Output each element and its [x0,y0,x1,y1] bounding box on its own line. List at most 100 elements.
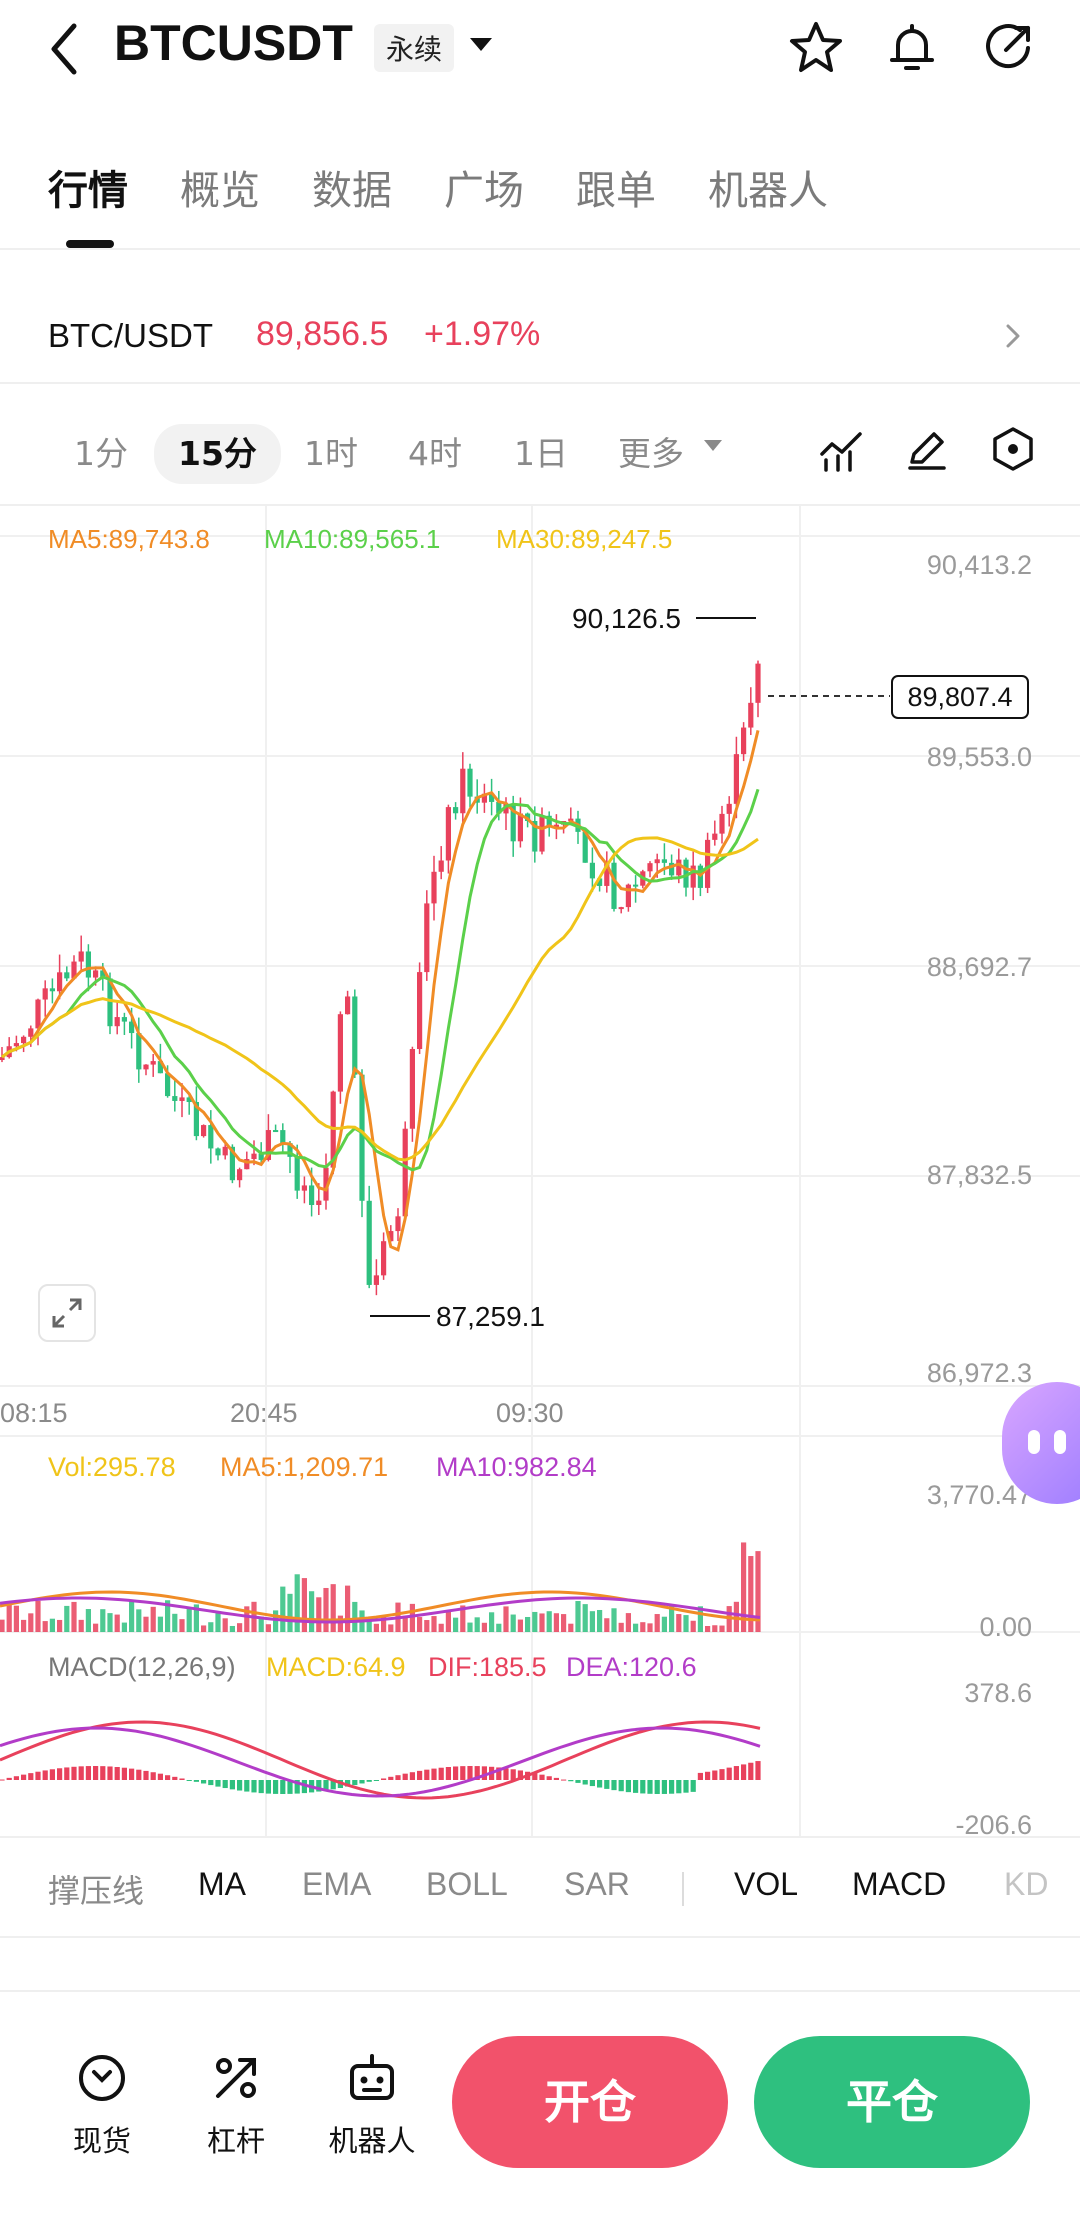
candle [280,1130,286,1144]
candle [201,1125,207,1137]
volume-bar [676,1614,682,1632]
interval-1h[interactable]: 1时 [304,434,358,473]
expand-icon [52,1298,82,1328]
volume-bar [539,1613,545,1632]
indicator-sar[interactable]: SAR [564,1866,630,1902]
divider [0,382,1080,384]
macd-bar [186,1780,192,1781]
low-price-label: 87,259.1 [436,1301,545,1332]
macd-bar [438,1767,444,1780]
macd-bar [78,1766,84,1780]
robot-icon[interactable] [344,2050,400,2106]
macd-bar [330,1780,336,1790]
indicator-macd[interactable]: MACD [852,1866,947,1902]
robot-label[interactable]: 机器人 [328,2124,416,2158]
macd-bar [561,1779,567,1781]
tab-data[interactable]: 数据 [312,168,392,214]
volume-bar [582,1604,588,1632]
macd-bar [676,1780,682,1794]
candle [28,1028,34,1037]
time-axis-label: 20:45 [230,1398,298,1428]
interval-more[interactable]: 更多 [618,434,684,473]
macd-bar [64,1767,70,1780]
volume-bar [337,1615,343,1632]
dif-line [0,1720,761,1800]
candle [705,839,711,888]
candle [42,988,48,1000]
close-position-button[interactable]: 平仓 [754,2036,1030,2168]
macd-bar [323,1780,329,1791]
candle [352,996,358,1075]
macd-bar [287,1780,293,1794]
bell-icon[interactable] [882,18,942,78]
volume-bar [690,1620,696,1632]
assistant-bubble[interactable] [1002,1382,1080,1504]
candle [748,702,754,728]
volume-bar [669,1605,675,1632]
tab-overview[interactable]: 概览 [180,168,260,214]
tab-square[interactable]: 广场 [444,168,524,214]
interval-4h[interactable]: 4时 [408,434,462,473]
interval-1m[interactable]: 1分 [74,434,128,473]
candle [237,1169,243,1181]
leverage-label[interactable]: 杠杆 [206,2124,265,2158]
volume-bar [13,1605,19,1632]
indicator-boll[interactable]: BOLL [426,1866,508,1902]
candle [244,1159,250,1170]
macd-bar [604,1780,610,1789]
tab-robot[interactable]: 机器人 [708,168,828,214]
ma30-line [1,836,759,1162]
tab-market[interactable]: 行情 [48,168,128,214]
macd-bar [424,1769,430,1780]
macd-bar [345,1780,351,1787]
macd-bar [258,1780,264,1794]
indicator-ema[interactable]: EMA [302,1866,372,1902]
open-position-button[interactable]: 开仓 [452,2036,728,2168]
symbol-title[interactable]: BTCUSDT [114,15,353,71]
candle [431,871,437,904]
share-icon[interactable] [978,18,1038,78]
macd-bar [121,1767,127,1780]
spot-label[interactable]: 现货 [72,2124,131,2158]
volume-bar [431,1616,437,1632]
expand-chart-button[interactable] [38,1284,96,1342]
candle [481,793,487,803]
settings-hexagon-icon[interactable] [988,424,1038,474]
candle [712,833,718,840]
back-icon[interactable] [40,18,96,80]
leverage-icon[interactable] [208,2050,264,2106]
interval-1d[interactable]: 1日 [514,434,568,473]
pair-name: BTC/USDT [48,317,213,354]
macd-bar [280,1780,286,1794]
volume-bar [489,1612,495,1632]
indicator-icon[interactable] [816,424,866,474]
vol-ma10-legend: MA10:982.84 [436,1452,597,1482]
macd-bar [107,1766,113,1780]
volume-bar [561,1614,567,1632]
tab-copy-trading[interactable]: 跟单 [576,168,656,214]
macd-bar [388,1776,394,1780]
spot-icon[interactable] [74,2050,130,2106]
indicator-kd[interactable]: KD [1004,1866,1049,1902]
macd-bar [539,1774,545,1780]
volume-bar [661,1616,667,1632]
volume-bar [237,1623,243,1632]
chevron-down-icon[interactable] [470,38,492,51]
macd-bar [741,1764,747,1780]
indicator-vol[interactable]: VOL [734,1866,799,1902]
macd-bar [661,1780,667,1794]
draw-icon[interactable] [902,424,952,474]
kline-chart[interactable]: MA5:89,743.8 MA10:89,565.1 MA30:89,247.5… [0,506,1080,1836]
interval-15m[interactable]: 15分 [154,424,281,484]
macd-bar [712,1770,718,1780]
candle [719,813,725,834]
star-icon[interactable] [786,18,846,78]
chevron-down-icon[interactable] [704,440,722,451]
contract-type-badge[interactable]: 永续 [374,24,455,72]
indicator-support-resistance[interactable]: 撑压线 [48,1873,145,1909]
candle [489,793,495,802]
chevron-right-icon[interactable] [998,318,1028,354]
candle [215,1148,221,1156]
macd-title: MACD(12,26,9) [48,1652,236,1682]
indicator-ma[interactable]: MA [198,1866,246,1902]
